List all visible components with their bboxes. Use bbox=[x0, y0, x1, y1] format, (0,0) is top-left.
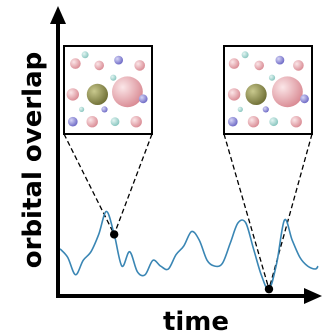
inset-1-leader-2 bbox=[113, 133, 153, 235]
highlighted-point-1 bbox=[109, 230, 119, 239]
atom bbox=[101, 106, 108, 113]
atom bbox=[262, 106, 269, 113]
atom bbox=[228, 58, 240, 69]
atom bbox=[66, 88, 80, 101]
structure-insets bbox=[63, 45, 313, 135]
atom bbox=[94, 60, 104, 71]
inset-1-atomic-structure bbox=[66, 51, 148, 128]
atom bbox=[86, 116, 98, 128]
highlighted-point-2 bbox=[264, 284, 274, 294]
series-line bbox=[59, 210, 319, 291]
atom bbox=[247, 116, 260, 128]
atom bbox=[130, 116, 142, 128]
atom bbox=[275, 55, 285, 65]
inset-2-leader-2 bbox=[268, 133, 313, 290]
atom bbox=[134, 60, 145, 71]
atom bbox=[86, 83, 108, 105]
inset-2-atomic-structure bbox=[227, 51, 309, 128]
atom bbox=[110, 74, 117, 81]
atom bbox=[81, 51, 89, 59]
x-axis-label: time bbox=[163, 307, 229, 335]
x-axis-arrowhead bbox=[304, 288, 322, 304]
atom bbox=[254, 60, 264, 71]
atom bbox=[272, 76, 303, 108]
atom bbox=[110, 117, 120, 127]
atom bbox=[79, 106, 85, 112]
inset-1 bbox=[63, 45, 153, 135]
atom bbox=[138, 94, 148, 104]
inset-1-leader-1 bbox=[63, 133, 115, 235]
atom bbox=[68, 116, 78, 127]
highlighted-points bbox=[109, 230, 274, 294]
atom bbox=[237, 106, 243, 112]
atom bbox=[293, 60, 304, 71]
y-axis-arrowhead bbox=[50, 6, 66, 24]
atom bbox=[269, 117, 279, 127]
atom bbox=[114, 55, 123, 65]
atom bbox=[112, 76, 143, 108]
inset-leader-lines bbox=[63, 133, 313, 290]
atom bbox=[268, 74, 276, 81]
atom bbox=[228, 116, 238, 127]
atom bbox=[70, 58, 81, 69]
atom bbox=[300, 94, 309, 104]
y-axis-label: orbital overlap bbox=[18, 52, 48, 268]
inset-2-leader-1 bbox=[223, 133, 270, 290]
atom bbox=[245, 83, 267, 105]
inset-2 bbox=[223, 45, 313, 135]
atom bbox=[290, 116, 302, 128]
atom bbox=[241, 51, 249, 59]
atom bbox=[227, 88, 241, 101]
